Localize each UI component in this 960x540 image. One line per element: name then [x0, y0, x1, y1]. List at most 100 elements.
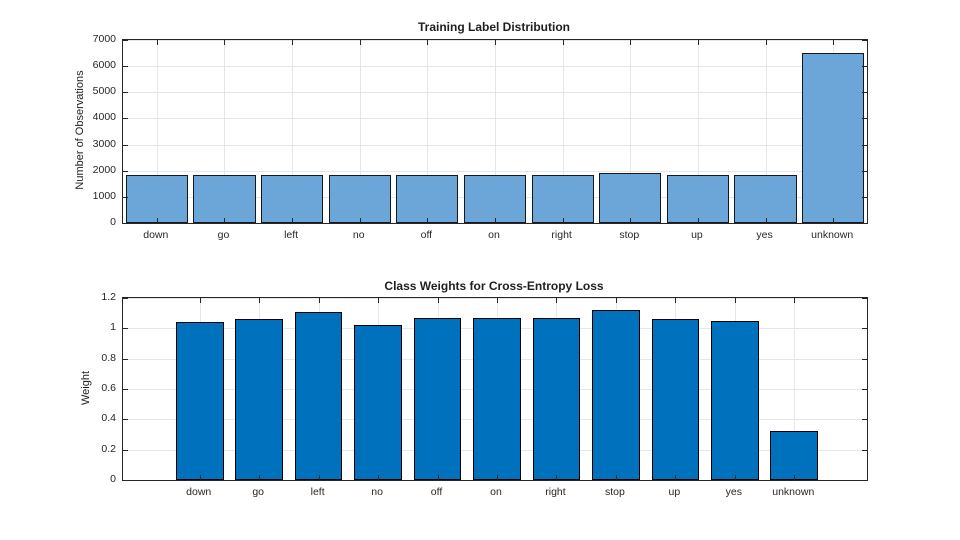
gridline-x	[734, 298, 736, 480]
tick-mark	[765, 40, 767, 45]
y-tick-label: 0.4	[101, 412, 116, 425]
tick-mark	[765, 218, 767, 223]
bar-up	[666, 174, 729, 223]
gridline-x	[318, 298, 320, 480]
tick-mark	[862, 144, 867, 146]
tick-mark	[697, 40, 699, 45]
gridline-y	[123, 389, 867, 390]
x-tick-label: yes	[725, 486, 742, 498]
y-tick-label: 5000	[92, 85, 116, 98]
x-tick-label: off	[420, 229, 433, 241]
y-tick-label: 0	[110, 216, 116, 228]
tick-mark	[862, 358, 867, 360]
tick-mark	[318, 475, 320, 480]
tick-mark	[359, 40, 361, 45]
tick-mark	[437, 475, 439, 480]
gridline-y	[123, 358, 867, 360]
tick-mark	[123, 92, 128, 94]
x-tick-label: go	[252, 486, 265, 498]
bar-off	[396, 174, 459, 223]
gridline-x	[697, 40, 699, 223]
tick-mark	[833, 218, 835, 223]
tick-mark	[697, 218, 699, 223]
gridline-x	[359, 40, 361, 223]
y-tick-label: 4000	[92, 111, 116, 124]
tick-mark	[123, 358, 128, 360]
x-tick-label: on	[490, 486, 502, 498]
x-tick-label: no	[352, 229, 365, 241]
bar-go	[193, 174, 256, 223]
tick-mark	[862, 328, 867, 330]
tick-mark	[675, 475, 677, 480]
y-tick-label: 3000	[92, 137, 116, 150]
x-tick-label: yes	[756, 229, 773, 241]
bar-right	[532, 317, 581, 480]
gridline-x	[292, 40, 294, 223]
tick-mark	[199, 475, 201, 480]
bar-unknown	[802, 53, 865, 223]
gridline-y	[123, 449, 867, 451]
tick-mark	[862, 223, 867, 224]
bar-stop	[599, 173, 662, 223]
tick-mark	[615, 475, 617, 480]
tick-mark	[359, 218, 361, 223]
x-tick-label: right	[551, 229, 572, 241]
bar-no	[328, 174, 391, 223]
tick-mark	[562, 218, 564, 223]
tick-mark	[199, 298, 201, 303]
tick-mark	[497, 475, 498, 480]
gridline-y	[123, 118, 867, 120]
bar-up	[651, 319, 700, 480]
gridline-y	[123, 40, 867, 41]
y-tick-label: 0.6	[101, 382, 116, 394]
bar-down	[175, 322, 224, 480]
y-axis-label: Weight	[80, 370, 92, 406]
tick-mark	[862, 389, 867, 390]
gridline-y	[123, 196, 867, 198]
x-tick-label: on	[488, 229, 500, 241]
tick-mark	[675, 298, 677, 303]
gridline-x	[497, 298, 498, 480]
gridline-x	[675, 298, 677, 480]
bar-left	[260, 174, 324, 223]
plot-area	[122, 297, 868, 481]
gridline-y	[123, 144, 867, 146]
y-tick-label: 1	[110, 321, 116, 334]
x-tick-label: stop	[604, 486, 625, 498]
x-tick-label: stop	[619, 229, 640, 241]
tick-mark	[123, 298, 128, 299]
tick-mark	[556, 475, 558, 480]
tick-mark	[862, 66, 867, 68]
gridline-y	[123, 170, 867, 172]
tick-mark	[156, 40, 158, 45]
gridline-x	[378, 298, 380, 480]
tick-mark	[862, 449, 867, 451]
bar-on	[463, 174, 527, 223]
x-tick-label: up	[668, 486, 681, 498]
tick-mark	[123, 449, 128, 451]
tick-mark	[123, 118, 128, 120]
x-tick-label: down	[186, 486, 212, 498]
plot-area	[122, 39, 868, 224]
bar-go	[235, 319, 283, 480]
tick-mark	[123, 328, 128, 330]
tick-mark	[123, 419, 128, 421]
bar-right	[531, 174, 594, 223]
tick-mark	[862, 298, 867, 299]
gridline-x	[794, 298, 796, 480]
bar-left	[294, 311, 343, 480]
y-tick-label: 2000	[92, 163, 116, 176]
y-tick-label: 1000	[92, 189, 116, 202]
gridline-y	[123, 92, 867, 94]
tick-mark	[562, 40, 564, 45]
tick-mark	[123, 66, 128, 68]
gridline-x	[562, 40, 564, 223]
x-tick-label: unknown	[772, 486, 815, 498]
y-tick-label: 6000	[92, 59, 116, 72]
x-tick-label: go	[217, 229, 230, 241]
bar-yes	[734, 174, 797, 223]
tick-mark	[437, 298, 439, 303]
tick-mark	[123, 389, 128, 390]
gridline-x	[615, 298, 617, 480]
